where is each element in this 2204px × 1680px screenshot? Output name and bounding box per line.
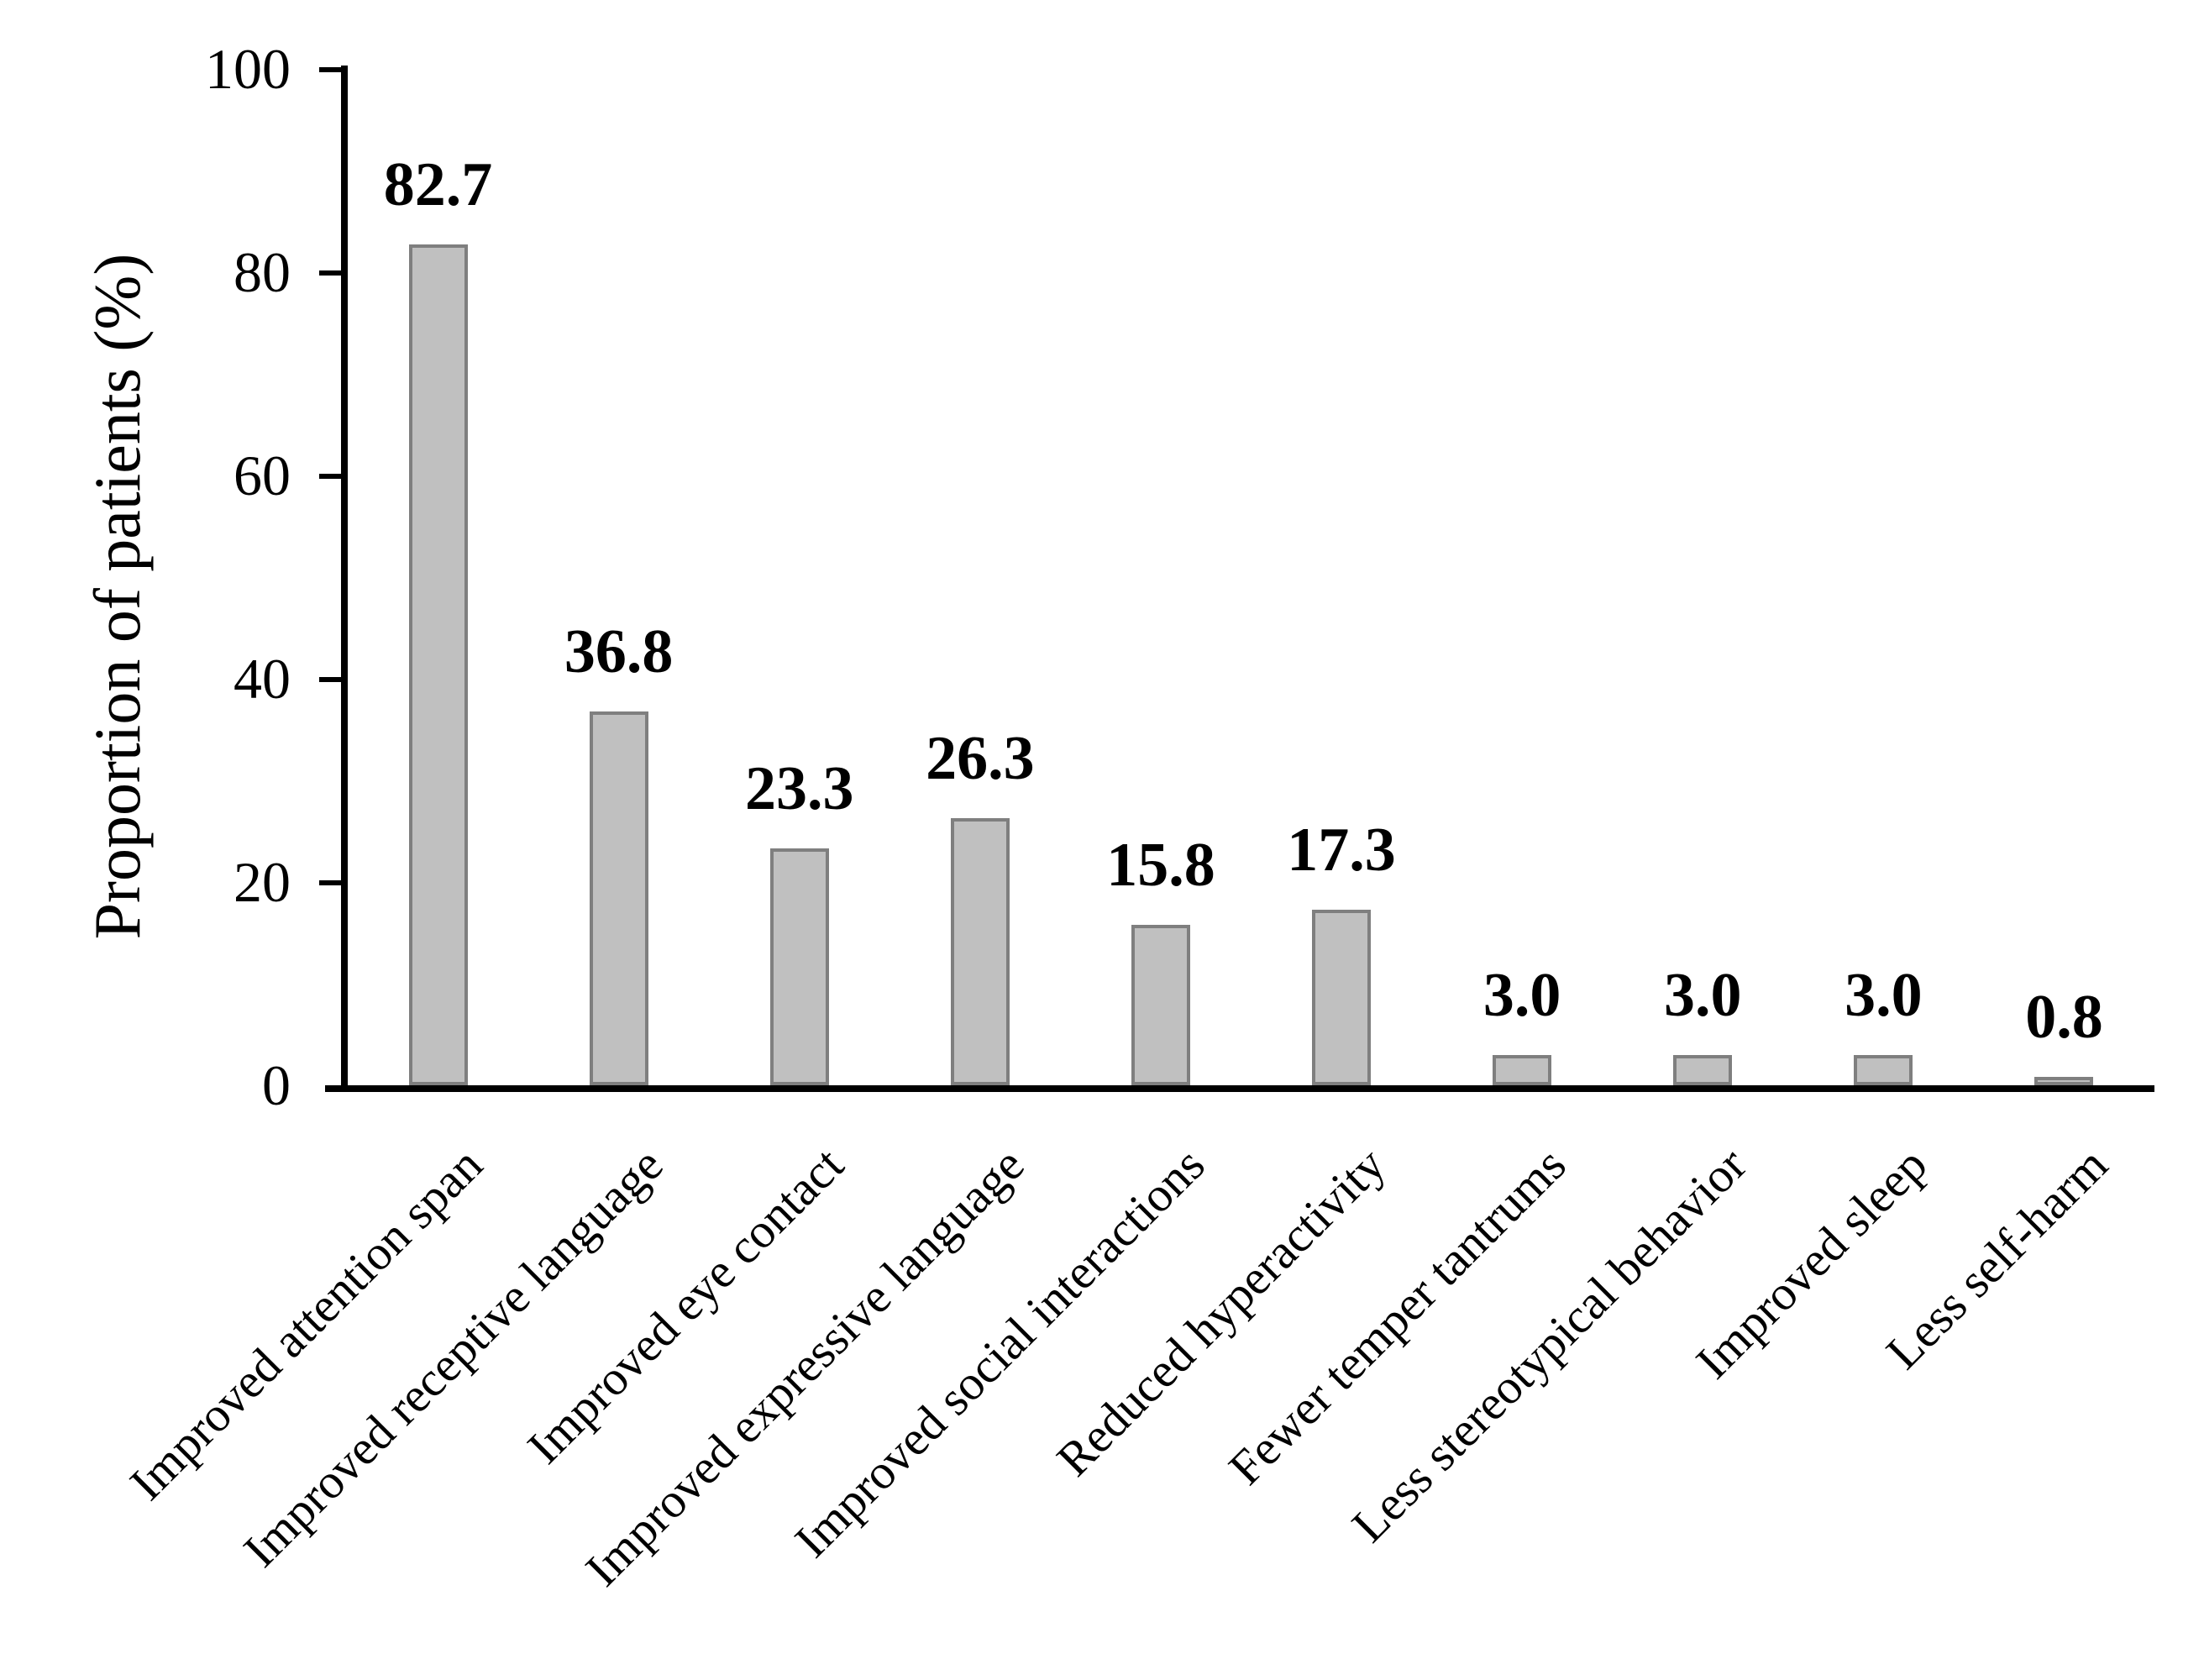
y-tick-label: 20 bbox=[234, 850, 291, 914]
bar-7 bbox=[1493, 1055, 1552, 1085]
y-tick-label: 40 bbox=[234, 647, 291, 711]
bar-value-label: 23.3 bbox=[745, 754, 854, 823]
bar-5 bbox=[1131, 925, 1190, 1085]
bar-value-label: 15.8 bbox=[1106, 831, 1215, 900]
y-tick-mark bbox=[319, 880, 348, 885]
bar-value-label: 82.7 bbox=[383, 150, 493, 219]
x-category-label: Reduced hyperactivity bbox=[1046, 1137, 1396, 1487]
bar-value-label: 3.0 bbox=[1664, 961, 1742, 1030]
bar-value-label: 26.3 bbox=[926, 724, 1035, 793]
y-tick-mark bbox=[319, 270, 348, 276]
y-tick-label: 0 bbox=[262, 1053, 291, 1117]
x-category-label: Improved attention span bbox=[118, 1137, 493, 1511]
bar-8 bbox=[1673, 1055, 1733, 1085]
bar-value-label: 17.3 bbox=[1287, 816, 1396, 885]
y-tick-label: 80 bbox=[234, 240, 291, 304]
y-tick-label: 100 bbox=[205, 37, 291, 101]
x-axis-line bbox=[325, 1085, 2154, 1092]
bar-value-label: 36.8 bbox=[564, 617, 674, 686]
bar-4 bbox=[950, 818, 1010, 1085]
bar-1 bbox=[408, 244, 468, 1085]
bar-9 bbox=[1854, 1055, 1913, 1085]
x-category-label: Fewer temper tantrums bbox=[1218, 1137, 1577, 1495]
bar-value-label: 3.0 bbox=[1845, 961, 1923, 1030]
y-axis-line bbox=[341, 66, 348, 1092]
y-tick-mark bbox=[319, 677, 348, 682]
bar-10 bbox=[2034, 1077, 2094, 1085]
bar-value-label: 0.8 bbox=[2025, 983, 2103, 1052]
y-tick-mark bbox=[319, 474, 348, 479]
bar-3 bbox=[769, 848, 829, 1085]
bar-6 bbox=[1312, 910, 1372, 1085]
bar-2 bbox=[589, 711, 648, 1085]
y-tick-mark bbox=[319, 67, 348, 72]
y-tick-label: 60 bbox=[234, 444, 291, 507]
y-axis-title: Proportion of patients (%) bbox=[81, 253, 154, 940]
x-category-label: Improved eye contact bbox=[517, 1137, 854, 1474]
bar-value-label: 3.0 bbox=[1482, 961, 1561, 1030]
